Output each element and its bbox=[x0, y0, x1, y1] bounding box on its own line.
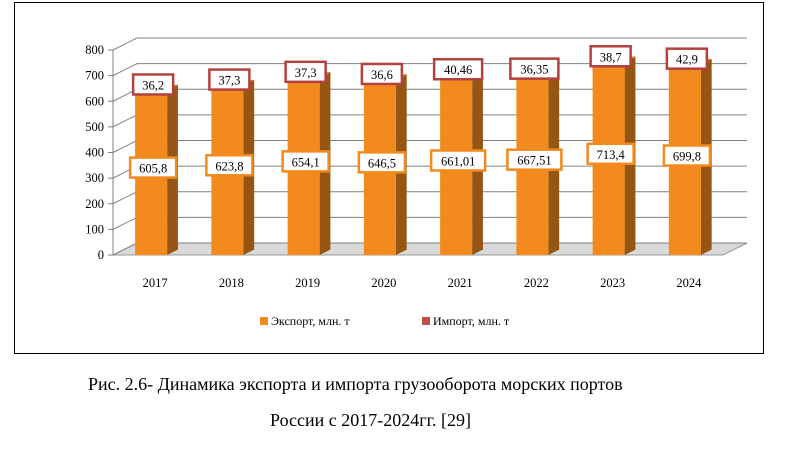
x-tick-label: 2021 bbox=[448, 276, 473, 290]
import-label-box bbox=[131, 73, 175, 96]
x-axis: 2017 2018 2019 2020 2021 2022 2023 2024 bbox=[143, 276, 703, 290]
export-label-box bbox=[205, 154, 254, 177]
y-tick-label: 0 bbox=[98, 248, 104, 262]
y-tick-label: 500 bbox=[85, 120, 104, 134]
legend-swatch-export bbox=[260, 317, 268, 325]
export-label-box bbox=[357, 151, 407, 174]
y-tick-label: 700 bbox=[85, 69, 104, 83]
x-tick-label: 2022 bbox=[524, 276, 549, 290]
export-data-label: 605,8 bbox=[139, 162, 167, 176]
gridline-depth bbox=[112, 37, 138, 51]
chart-svg: 0 100 200 300 400 500 600 700 800 605,8 36,2 623,8… bbox=[85, 37, 748, 328]
x-tick-label: 2020 bbox=[371, 276, 396, 290]
import-data-label: 40,46 bbox=[444, 63, 472, 77]
gridline-depth bbox=[112, 216, 138, 230]
y-tick-label: 600 bbox=[85, 94, 104, 108]
y-tick-label: 100 bbox=[85, 222, 104, 236]
y-tick-label: 800 bbox=[85, 43, 104, 57]
export-label-box bbox=[506, 148, 563, 171]
export-data-label: 623,8 bbox=[215, 159, 243, 173]
figure-caption-line1: Рис. 2.6- Динамика экспорта и импорта гр… bbox=[88, 374, 623, 394]
export-label-box bbox=[281, 150, 330, 173]
chart-frame: 0 100 200 300 400 500 600 700 800 605,8 36,2 623,8… bbox=[14, 2, 764, 354]
import-data-label: 36,35 bbox=[520, 63, 548, 77]
gridline-depth bbox=[112, 63, 138, 77]
legend-label-import: Импорт, млн. т bbox=[433, 314, 510, 328]
chart-bars: 605,8 36,2 623,8 37,3 654,1 37,3 646,5 36,6 661,… bbox=[128, 45, 712, 256]
import-data-label: 37,3 bbox=[295, 66, 317, 80]
y-tick-label: 200 bbox=[85, 197, 104, 211]
import-label-box bbox=[208, 68, 251, 91]
x-tick-label: 2024 bbox=[676, 276, 702, 290]
y-tick-label: 400 bbox=[85, 146, 104, 160]
import-data-label: 42,9 bbox=[676, 53, 698, 67]
figure-caption-line2: России с 2017-2024гг. [29] bbox=[270, 410, 471, 430]
import-label-box bbox=[589, 45, 632, 68]
gridline-depth bbox=[112, 191, 138, 205]
export-data-label: 667,51 bbox=[517, 154, 551, 168]
chart-legend: Экспорт, млн. т Импорт, млн. т bbox=[260, 314, 510, 328]
import-label-box bbox=[360, 62, 404, 86]
legend-swatch-import bbox=[422, 317, 430, 325]
x-tick-label: 2019 bbox=[295, 276, 320, 290]
import-data-label: 36,2 bbox=[142, 78, 164, 92]
chart-gridlines bbox=[112, 37, 747, 256]
export-label-box bbox=[586, 142, 635, 166]
export-data-label: 699,8 bbox=[673, 150, 701, 164]
import-data-label: 36,6 bbox=[371, 68, 393, 82]
gridline-depth bbox=[112, 242, 138, 256]
bar-import bbox=[668, 64, 701, 76]
import-data-label: 37,3 bbox=[218, 74, 240, 88]
gridline-depth bbox=[112, 140, 138, 153]
gridline-depth bbox=[112, 114, 138, 128]
export-data-label: 661,01 bbox=[441, 154, 475, 168]
export-data-label: 713,4 bbox=[597, 148, 626, 162]
import-label-box bbox=[284, 60, 327, 84]
x-tick-label: 2023 bbox=[600, 276, 625, 290]
legend-label-export: Экспорт, млн. т bbox=[271, 314, 350, 328]
export-label-box bbox=[429, 149, 487, 172]
x-tick-label: 2017 bbox=[143, 276, 168, 290]
import-label-box bbox=[509, 57, 560, 80]
export-data-label: 654,1 bbox=[292, 155, 320, 169]
import-label-box bbox=[432, 57, 484, 81]
export-label-box bbox=[662, 144, 712, 167]
x-tick-label: 2018 bbox=[219, 276, 244, 290]
import-data-label: 38,7 bbox=[600, 50, 622, 64]
y-tick-label: 300 bbox=[85, 171, 104, 185]
export-data-label: 646,5 bbox=[368, 156, 396, 170]
export-label-box bbox=[128, 156, 178, 179]
y-axis: 0 100 200 300 400 500 600 700 800 bbox=[85, 43, 113, 262]
chart-floor bbox=[112, 242, 748, 256]
import-label-box bbox=[665, 47, 709, 70]
